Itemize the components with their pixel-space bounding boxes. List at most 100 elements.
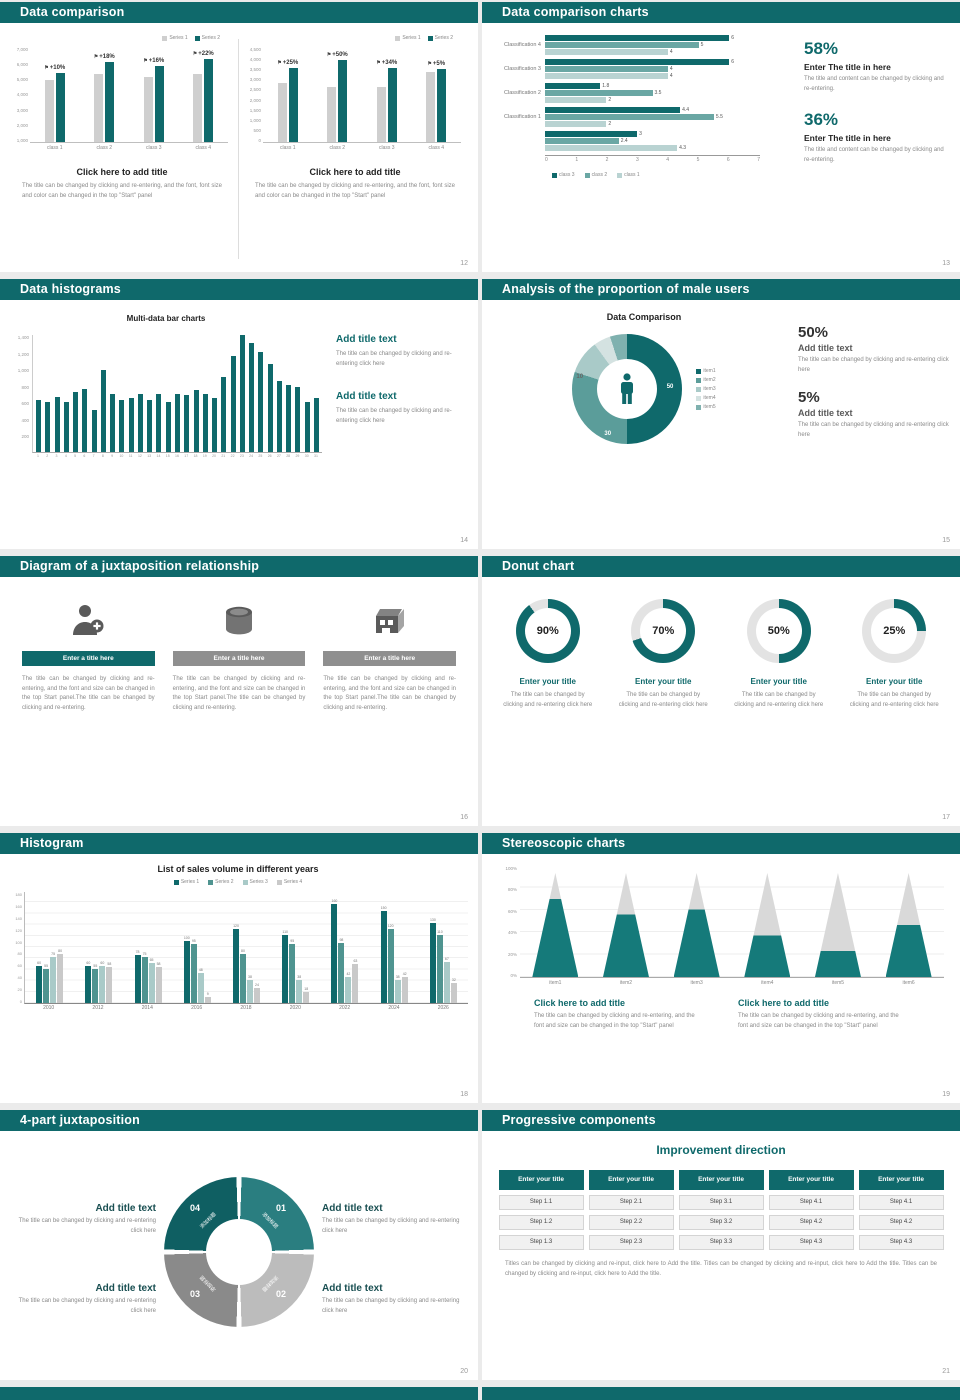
- x-tick-label: item2: [619, 980, 633, 986]
- horizontal-bar-chart: Classification 4 6 5 4 Classification 3 6 4 4 Cl…: [490, 35, 790, 181]
- segment-number: 03: [190, 1289, 201, 1299]
- bar: [443, 961, 450, 1003]
- slide-19-stereoscopic-charts[interactable]: Stereoscopic charts 100% 80% 60% 40% 20% 0% i…: [482, 833, 960, 1103]
- slide-14-data-histograms[interactable]: Data histograms Multi-data bar charts 1,…: [0, 279, 478, 549]
- bar-row: 4: [545, 73, 760, 79]
- slide-17-donut-chart[interactable]: Donut chart 90% Enter your title The title…: [482, 556, 960, 826]
- bar-group: 110 95 38 18: [282, 892, 310, 1003]
- slide-16-juxtaposition-diagram[interactable]: Diagram of a juxtaposition relationship …: [0, 556, 478, 826]
- x-tick-label: class 4: [428, 145, 445, 151]
- segment-number: 02: [276, 1289, 287, 1299]
- bar-column: 120: [387, 892, 394, 1003]
- bar-column: 110: [436, 892, 443, 1003]
- chart-legend: Series 1 Series 2: [243, 35, 467, 41]
- legend-swatch: [276, 879, 282, 885]
- legend-item: Series 2: [427, 35, 453, 41]
- legend-swatch: [242, 879, 248, 885]
- slide-13-data-comparison-charts[interactable]: Data comparison charts Classification 4 6…: [482, 2, 960, 272]
- bar: [545, 114, 714, 120]
- bar: [43, 969, 50, 1003]
- x-axis: class 1 class 2 class 3 class 4: [30, 145, 228, 151]
- value-label: 1.8: [602, 83, 610, 89]
- bars: [327, 47, 348, 142]
- legend-label: Series 1: [169, 35, 188, 41]
- plot-area: 60 55 75 80 60 55 60 58 78 75 65 58 100 95 48 9 120 80 38 2…: [24, 892, 468, 1004]
- cone-chart: 100% 80% 60% 40% 20% 0%: [498, 866, 944, 978]
- bar-row: 5: [545, 42, 760, 48]
- segment-label: 添加标题: [260, 1211, 279, 1231]
- x-tick-label: 3: [55, 454, 58, 458]
- value-label: 95: [290, 939, 295, 944]
- growth-value: +10%: [49, 64, 66, 71]
- slide-20-four-part-juxtaposition[interactable]: 4-part juxtaposition 01 添加标题 02 添加标题 03 添加标题 0…: [0, 1110, 478, 1380]
- block-text: The title can be changed by clicking and…: [534, 1013, 695, 1029]
- value-label: 4: [669, 49, 673, 55]
- male-icon: [621, 373, 634, 404]
- growth-value: +22%: [198, 51, 214, 58]
- step-button: Step 4.2: [858, 1215, 944, 1230]
- slide-15-male-users-proportion[interactable]: Analysis of the proportion of male users…: [482, 279, 960, 549]
- step-button: Step 1.1: [498, 1195, 584, 1210]
- stat-block: 50% Add title text The title can be chan…: [798, 324, 952, 375]
- block-title: Click here to add title: [534, 998, 626, 1008]
- bar: [304, 401, 310, 452]
- value-label: 6: [731, 35, 735, 41]
- legend-label: Series 4: [283, 879, 303, 885]
- bar: [352, 964, 359, 1003]
- slide-title: Progressive components: [502, 1113, 656, 1127]
- bar-group: 160 98 42 63: [331, 892, 359, 1003]
- slide-header: Data comparison charts: [482, 2, 960, 23]
- diagram-column: Enter a title here The title can be chan…: [323, 595, 457, 713]
- plot-area: [520, 866, 944, 978]
- bar: [174, 393, 180, 452]
- slide-header: Diagram of a juxtaposition relationship: [0, 556, 478, 577]
- slide-title: 4-part juxtaposition: [20, 1113, 140, 1127]
- bar-column: 24: [253, 892, 260, 1003]
- bar: [128, 397, 134, 452]
- step-button: Step 1.2: [498, 1215, 584, 1230]
- slide-18-histogram[interactable]: Histogram List of sales volume in differ…: [0, 833, 478, 1103]
- y-axis: 180 160 140 120 100 80 60 40 20 0: [8, 892, 24, 1004]
- x-tick-label: 12: [137, 454, 142, 458]
- slide-title: Diagram of a juxtaposition relationship: [20, 559, 260, 573]
- bar-column: 130: [429, 892, 436, 1003]
- y-tick-label: 5,000: [16, 77, 28, 83]
- bar-group: ⚑ +10%: [38, 47, 72, 142]
- bar-row: 4: [545, 49, 760, 55]
- growth-value: +18%: [99, 53, 115, 60]
- item-text: The title can be changed by clicking and…: [618, 692, 708, 708]
- segment-number: 01: [276, 1203, 287, 1213]
- slide-21-progressive-components[interactable]: Progressive components Improvement direc…: [482, 1110, 960, 1380]
- cone: [532, 873, 579, 977]
- legend-item: item2: [696, 377, 716, 383]
- bar: [249, 343, 255, 452]
- page-number: 19: [942, 1091, 950, 1098]
- stat-percentage: 5%: [798, 389, 820, 407]
- item-title: Enter your title: [866, 677, 923, 686]
- slide-12-data-comparison[interactable]: Data comparison Series 1 Series 2 7,000 6,0…: [0, 2, 478, 272]
- value-label: 110: [282, 930, 288, 935]
- y-tick-label: 6,000: [16, 62, 28, 68]
- cone: [814, 873, 861, 977]
- category-label: Classification 3: [504, 66, 541, 72]
- x-tick-label: 15: [165, 454, 170, 458]
- segment-number: 04: [190, 1203, 201, 1213]
- stat-title: Enter The title in here: [804, 62, 891, 72]
- step-column: Enter your title Step 3.1 Step 3.2 Step 3.3: [678, 1170, 764, 1250]
- value-label: 80: [241, 948, 245, 953]
- bar: [57, 953, 64, 1003]
- x-tick-label: 27: [276, 454, 281, 458]
- legend-item: item4: [696, 395, 716, 401]
- value-label: 42: [402, 972, 407, 977]
- value-label: 80: [58, 948, 63, 953]
- step-column: Enter your title Step 4.1 Step 4.2 Step 4.3: [768, 1170, 854, 1250]
- item-title: Enter your title: [750, 677, 807, 686]
- slide-header: Stereoscopic charts: [482, 833, 960, 854]
- bar: [100, 370, 106, 452]
- bars: 1.8 3.5 2: [545, 83, 760, 103]
- bar: [54, 396, 60, 452]
- value-label: 38: [395, 974, 400, 979]
- legend-swatch: [617, 172, 623, 178]
